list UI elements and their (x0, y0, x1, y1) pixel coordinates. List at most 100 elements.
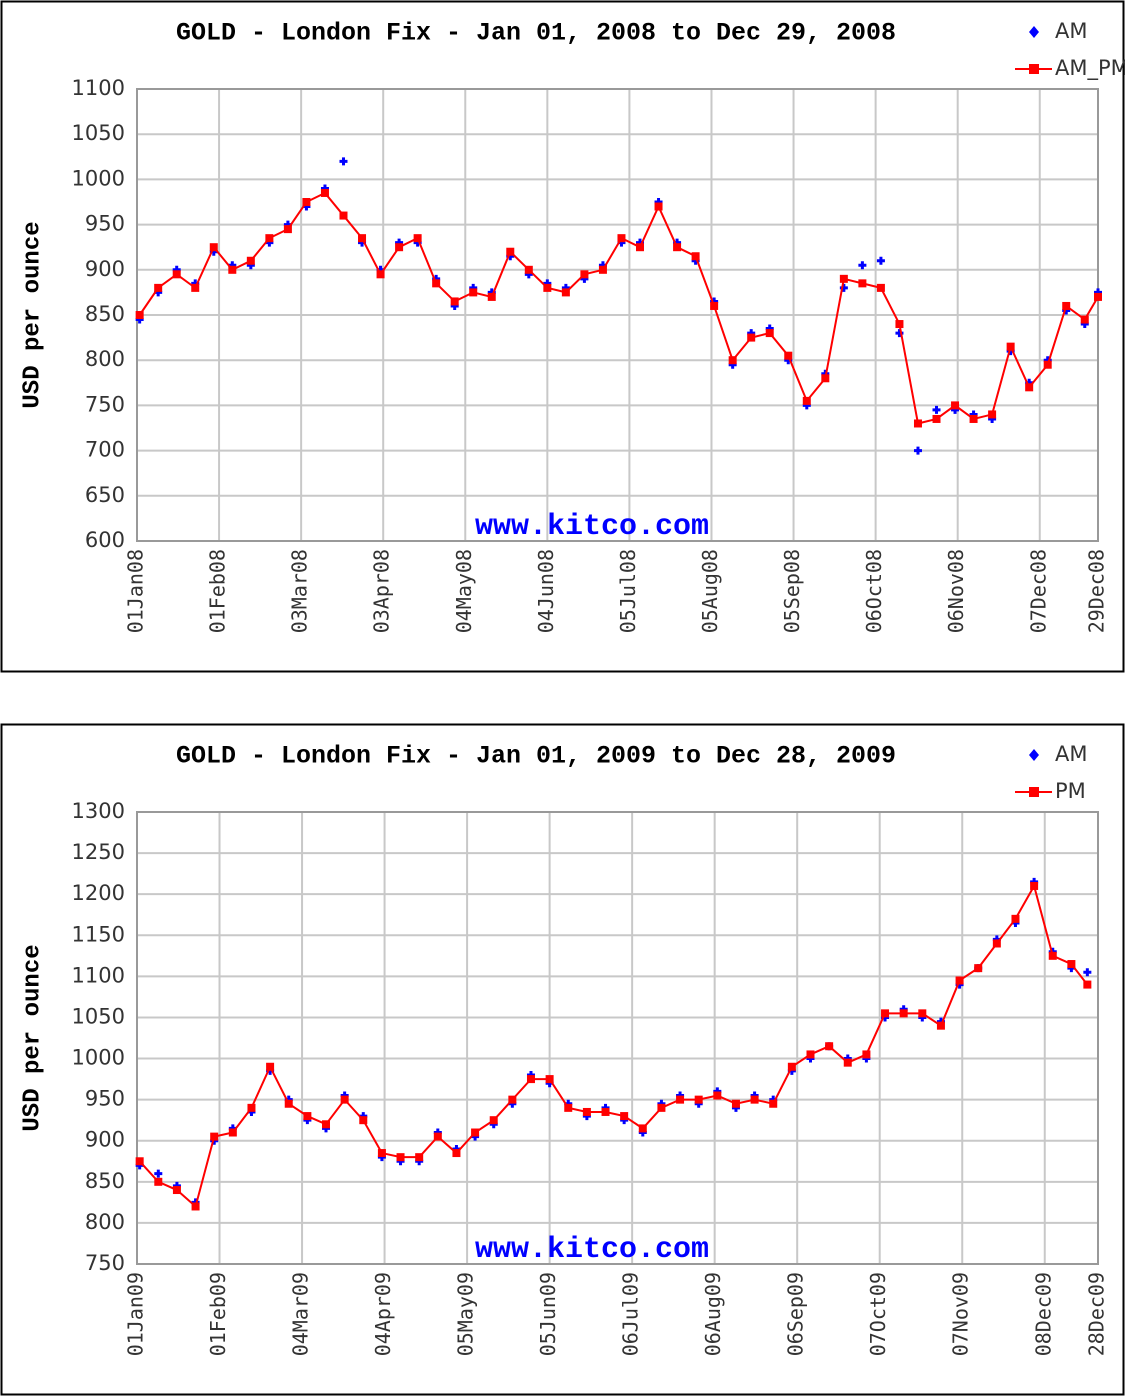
pm-point (988, 410, 997, 419)
x-tick-label: 08Dec09 (1031, 1272, 1055, 1356)
chart-title: GOLD - London Fix - Jan 01, 2009 to Dec … (176, 742, 896, 771)
pm-point (320, 188, 329, 197)
am-point (932, 405, 941, 414)
legend-marker (1029, 26, 1039, 38)
pm-point (489, 1116, 498, 1125)
x-tick-label: 04Mar09 (289, 1272, 313, 1356)
pm-point (1006, 342, 1015, 351)
pm-point (710, 301, 719, 310)
pm-point (135, 311, 144, 319)
y-tick-label: 1300 (72, 799, 125, 823)
pm-point (135, 1157, 144, 1166)
pm-point (302, 198, 311, 206)
pm-point (376, 270, 385, 279)
pm-point (598, 265, 607, 274)
chart-frame (0, 0, 1125, 673)
pm-point (340, 1095, 349, 1104)
pm-point (825, 1042, 834, 1051)
pm-point (580, 270, 589, 279)
pm-point (432, 279, 441, 288)
pm-point (858, 279, 867, 288)
pm-point (694, 1095, 703, 1104)
pm-point (210, 1132, 219, 1141)
pm-point (784, 351, 793, 360)
pm-point (228, 1128, 237, 1137)
pm-point (955, 976, 964, 985)
pm-point (636, 243, 645, 252)
y-tick-label: 700 (85, 438, 125, 462)
pm-point (676, 1095, 685, 1104)
pm-point (247, 1103, 256, 1112)
pm-point (1080, 315, 1089, 324)
y-tick-label: 900 (85, 257, 125, 281)
pm-point (899, 1009, 908, 1018)
pm-point (936, 1021, 945, 1030)
legend-label: PM (1055, 779, 1086, 803)
legend-label: AM_PM (1055, 56, 1125, 81)
pm-point (413, 234, 422, 243)
pm-point (601, 1107, 610, 1116)
y-tick-label: 900 (85, 1128, 125, 1152)
pm-point (617, 234, 626, 243)
y-tick-label: 850 (85, 302, 125, 326)
y-axis-label: USD per ounce (19, 221, 46, 408)
y-tick-label: 1150 (72, 922, 125, 946)
x-tick-label: 03Mar08 (288, 549, 312, 633)
pm-point (339, 211, 348, 220)
y-tick-label: 950 (85, 212, 125, 236)
legend-marker (1029, 787, 1039, 797)
x-tick-label: 03Apr08 (370, 549, 394, 633)
y-tick-label: 750 (85, 1251, 125, 1275)
legend-label: AM (1055, 19, 1087, 43)
pm-point (932, 414, 941, 423)
x-tick-label: 06Nov08 (944, 549, 968, 633)
x-tick-label: 04May08 (452, 549, 476, 633)
pm-point (1067, 960, 1076, 969)
pm-point (265, 234, 274, 243)
plot-border (136, 811, 1099, 1265)
pm-point (377, 1149, 386, 1158)
pm-point (582, 1107, 591, 1116)
y-tick-label: 1000 (72, 1046, 125, 1070)
x-tick-label: 07Nov09 (949, 1272, 973, 1356)
pm-point (172, 270, 181, 279)
x-tick-label: 05Jul08 (616, 549, 640, 633)
x-tick-label: 05May09 (454, 1272, 478, 1356)
pm-point (266, 1062, 275, 1071)
x-tick-label: 06Aug09 (701, 1272, 725, 1356)
pm-point (843, 1058, 852, 1067)
pm-point (951, 401, 960, 410)
pm-point (303, 1112, 312, 1121)
chart-title: GOLD - London Fix - Jan 01, 2008 to Dec … (176, 19, 896, 48)
pm-point (191, 1202, 200, 1211)
y-tick-label: 850 (85, 1169, 125, 1193)
pm-point (154, 1177, 163, 1186)
pm-point (433, 1132, 442, 1141)
am-point (913, 446, 922, 455)
pm-point (1094, 292, 1102, 301)
pm-point (359, 1116, 368, 1125)
am-point (1083, 968, 1092, 977)
y-tick-label: 950 (85, 1087, 125, 1111)
pm-point (731, 1099, 740, 1108)
x-tick-label: 06Sep09 (784, 1272, 808, 1356)
y-tick-label: 800 (85, 1210, 125, 1234)
pm-point (728, 356, 737, 365)
pm-point (969, 414, 978, 423)
x-tick-label: 05Jun09 (536, 1272, 560, 1356)
x-tick-label: 05Sep08 (780, 549, 804, 633)
legend-marker (1029, 64, 1039, 74)
pm-point (787, 1062, 796, 1071)
y-tick-label: 1250 (72, 840, 125, 864)
pm-point (657, 1103, 666, 1112)
pm-point (284, 1099, 293, 1108)
pm-point (396, 1153, 405, 1162)
pm-point (1083, 980, 1092, 989)
x-tick-label: 01Jan09 (124, 1272, 148, 1356)
pm-point (918, 1009, 927, 1018)
pm-point (862, 1050, 871, 1059)
pm-point (750, 1095, 759, 1104)
pm-point (395, 243, 404, 252)
y-axis-label: USD per ounce (19, 944, 46, 1131)
